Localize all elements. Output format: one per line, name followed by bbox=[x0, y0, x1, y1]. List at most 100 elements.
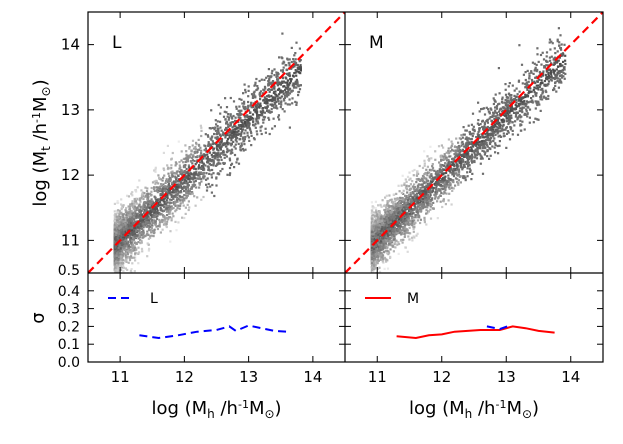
scatter-point bbox=[155, 225, 158, 228]
scatter-point bbox=[213, 132, 216, 136]
scatter-point bbox=[297, 91, 300, 94]
scatter-point bbox=[507, 113, 510, 116]
scatter-point bbox=[494, 115, 497, 118]
scatter-point bbox=[483, 153, 486, 156]
scatter-point bbox=[186, 194, 189, 197]
scatter-point bbox=[135, 252, 138, 255]
scatter-point bbox=[174, 210, 177, 213]
scatter-point bbox=[483, 113, 487, 116]
scatter-point bbox=[217, 158, 220, 162]
scatter-point bbox=[167, 206, 170, 209]
scatter-point bbox=[169, 216, 172, 219]
scatter-point bbox=[170, 207, 173, 210]
scatter-point bbox=[229, 152, 232, 155]
scatter-point bbox=[280, 100, 283, 103]
scatter-point bbox=[221, 143, 224, 146]
scatter-point bbox=[412, 174, 415, 177]
scatter-point bbox=[293, 60, 296, 63]
scatter-point bbox=[509, 107, 512, 110]
scatter-point bbox=[238, 114, 241, 117]
scatter-point bbox=[276, 79, 279, 82]
scatter-point bbox=[265, 76, 268, 79]
scatter-point bbox=[226, 173, 229, 176]
scatter-point bbox=[129, 222, 132, 225]
scatter-point bbox=[140, 239, 143, 242]
scatter-point bbox=[276, 97, 279, 100]
scatter-point bbox=[114, 266, 117, 269]
scatter-point bbox=[122, 218, 125, 221]
scatter-point bbox=[179, 202, 182, 205]
scatter-point bbox=[149, 209, 152, 212]
scatter-point bbox=[200, 129, 203, 132]
scatter-point bbox=[562, 71, 565, 75]
scatter-point bbox=[275, 100, 278, 103]
scatter-point bbox=[222, 115, 226, 118]
scatter-point bbox=[297, 85, 300, 88]
scatter-point bbox=[237, 121, 240, 124]
scatter-point bbox=[128, 247, 131, 250]
scatter-point bbox=[283, 85, 286, 88]
scatter-point bbox=[222, 153, 225, 156]
scatter-point bbox=[408, 178, 411, 181]
scatter-point bbox=[232, 100, 236, 103]
scatter-point bbox=[169, 179, 172, 182]
scatter-point bbox=[426, 212, 429, 215]
scatter-point bbox=[202, 168, 205, 171]
scatter-point bbox=[497, 67, 500, 70]
scatter-point bbox=[213, 128, 216, 131]
scatter-point bbox=[122, 232, 125, 235]
scatter-point bbox=[114, 278, 116, 280]
scatter-point bbox=[213, 194, 216, 198]
scatter-point bbox=[153, 180, 156, 183]
scatter-point bbox=[180, 191, 183, 194]
scatter-point bbox=[135, 220, 139, 223]
scatter-point bbox=[140, 189, 143, 192]
scatter-point bbox=[164, 203, 167, 206]
scatter-point bbox=[125, 235, 128, 238]
scatter-point bbox=[124, 256, 127, 259]
scatter-point bbox=[114, 246, 117, 249]
scatter-point bbox=[530, 97, 533, 100]
scatter-point bbox=[133, 226, 137, 229]
scatter-point bbox=[525, 108, 528, 111]
scatter-point bbox=[297, 70, 300, 73]
scatter-point bbox=[214, 129, 218, 132]
scatter-point bbox=[157, 213, 160, 216]
scatter-point bbox=[464, 129, 467, 132]
scatter-point bbox=[146, 198, 149, 201]
scatter-point bbox=[116, 210, 120, 213]
scatter-point bbox=[165, 217, 168, 220]
scatter-point bbox=[194, 150, 198, 153]
scatter-point bbox=[121, 237, 125, 240]
scatter-point bbox=[492, 140, 495, 143]
scatter-point bbox=[247, 121, 250, 124]
scatter-point bbox=[181, 173, 184, 176]
scatter-point bbox=[230, 137, 233, 140]
scatter-point bbox=[250, 106, 253, 109]
scatter-point bbox=[243, 102, 246, 105]
scatter-point bbox=[263, 118, 266, 121]
scatter-point bbox=[200, 152, 203, 155]
scatter-point bbox=[417, 202, 420, 205]
scatter-point bbox=[495, 122, 498, 125]
scatter-point bbox=[531, 61, 534, 64]
scatter-point bbox=[148, 202, 151, 205]
scatter-point bbox=[259, 110, 263, 114]
scatter-point bbox=[299, 66, 302, 69]
scatter-point bbox=[160, 194, 163, 197]
scatter-point bbox=[195, 172, 198, 176]
scatter-clip-group bbox=[88, 12, 345, 280]
scatter-point bbox=[545, 70, 548, 73]
scatter-point bbox=[120, 206, 123, 210]
scatter-point bbox=[131, 256, 134, 259]
scatter-point bbox=[535, 84, 538, 87]
scatter-point bbox=[180, 179, 183, 182]
scatter-point bbox=[135, 217, 138, 220]
scatter-point bbox=[214, 136, 217, 139]
scatter-point bbox=[217, 162, 220, 165]
scatter-point bbox=[440, 187, 443, 190]
scatter-point bbox=[253, 108, 256, 112]
scatter-point bbox=[377, 204, 380, 207]
scatter-point bbox=[122, 234, 125, 237]
scatter-point bbox=[244, 91, 247, 94]
